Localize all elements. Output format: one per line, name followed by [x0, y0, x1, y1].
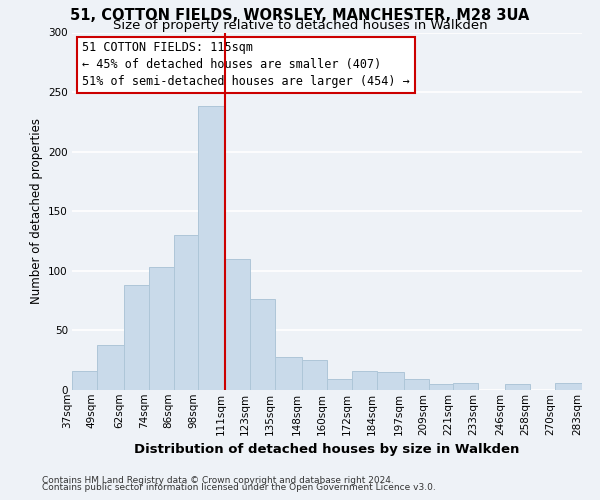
Bar [505, 384, 530, 390]
Bar [97, 344, 124, 390]
Bar [302, 360, 327, 390]
Text: Contains public sector information licensed under the Open Government Licence v3: Contains public sector information licen… [42, 484, 436, 492]
Bar [454, 383, 478, 390]
Bar [352, 371, 377, 390]
Text: 51 COTTON FIELDS: 115sqm
← 45% of detached houses are smaller (407)
51% of semi-: 51 COTTON FIELDS: 115sqm ← 45% of detach… [82, 42, 410, 88]
Bar [327, 380, 352, 390]
Text: Size of property relative to detached houses in Walkden: Size of property relative to detached ho… [113, 18, 487, 32]
Bar [275, 356, 302, 390]
Bar [428, 384, 454, 390]
Y-axis label: Number of detached properties: Number of detached properties [29, 118, 43, 304]
Bar [377, 372, 404, 390]
Bar [199, 106, 226, 390]
Bar [404, 380, 428, 390]
Bar [72, 371, 97, 390]
Bar [250, 300, 275, 390]
Bar [226, 259, 250, 390]
Bar [555, 383, 582, 390]
Text: 51, COTTON FIELDS, WORSLEY, MANCHESTER, M28 3UA: 51, COTTON FIELDS, WORSLEY, MANCHESTER, … [70, 8, 530, 22]
Bar [124, 285, 149, 390]
Bar [173, 235, 199, 390]
Bar [149, 268, 173, 390]
X-axis label: Distribution of detached houses by size in Walkden: Distribution of detached houses by size … [134, 443, 520, 456]
Text: Contains HM Land Registry data © Crown copyright and database right 2024.: Contains HM Land Registry data © Crown c… [42, 476, 394, 485]
